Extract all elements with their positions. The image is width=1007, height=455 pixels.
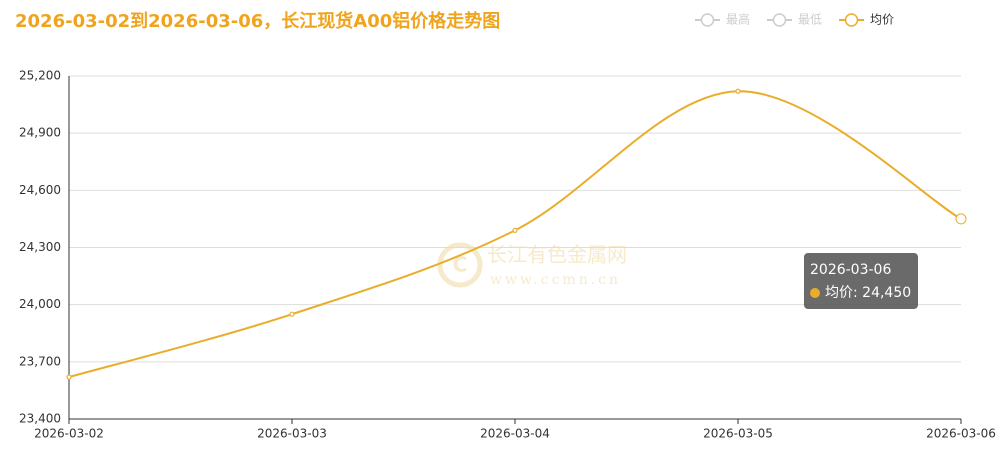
tooltip-marker <box>810 288 820 298</box>
legend-label[interactable]: 最低 <box>798 13 822 27</box>
watermark-name: 长江有色金属网 <box>487 243 627 267</box>
legend-marker <box>844 13 859 27</box>
x-tick-label: 2026-03-06 <box>926 427 996 441</box>
tooltip-title: 2026-03-06 <box>810 262 891 278</box>
watermark-logo <box>437 242 483 288</box>
tooltip-text: 均价: 24,450 <box>825 285 911 301</box>
y-tick-label: 24,000 <box>19 297 61 311</box>
y-tick-label: 23,400 <box>19 412 61 426</box>
y-tick-label: 24,600 <box>19 183 61 197</box>
watermark-logo-letter: C <box>453 253 468 277</box>
legend-label[interactable]: 最高 <box>726 12 750 27</box>
data-point <box>512 227 518 233</box>
tooltip: 2026-03-06 均价: 24,450 <box>804 253 918 309</box>
chart-title: 2026-03-02到2026-03-06，长江现货A00铝价格走势图 <box>15 10 500 32</box>
y-tick-label: 23,700 <box>19 354 61 368</box>
watermark: C 长江有色金属网 www.ccmn.cn <box>437 242 627 288</box>
data-point <box>289 311 295 317</box>
series-line <box>68 90 962 379</box>
tooltip-box <box>804 253 918 309</box>
data-point <box>735 88 741 94</box>
y-tick-label: 25,200 <box>19 69 61 83</box>
legend-marker <box>772 13 787 27</box>
data-point <box>955 213 967 225</box>
x-tick-label: 2026-03-03 <box>257 427 327 441</box>
y-tick-label: 24,900 <box>19 126 61 140</box>
legend-marker <box>700 13 715 27</box>
legend-label[interactable]: 均价 <box>870 13 894 27</box>
x-tick-label: 2026-03-04 <box>480 427 550 441</box>
x-tick-label: 2026-03-02 <box>34 427 104 441</box>
x-tick-label: 2026-03-05 <box>703 427 773 441</box>
y-tick-label: 24,300 <box>19 240 61 254</box>
data-point <box>66 374 72 380</box>
watermark-url: www.ccmn.cn <box>490 272 621 288</box>
